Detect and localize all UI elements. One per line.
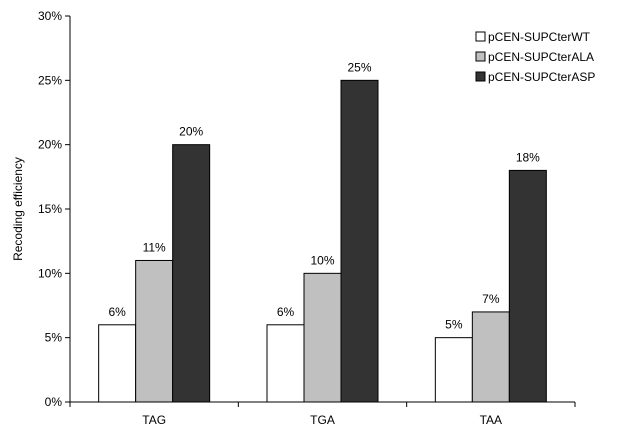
x-axis-ticks: TAG TGA TAA <box>69 402 576 427</box>
data-label: 18% <box>516 150 540 164</box>
y-tick-label: 0% <box>45 395 63 409</box>
bar-tag-pcen-supcterwt <box>98 324 137 403</box>
legend-swatch <box>475 31 486 42</box>
data-label: 25% <box>347 60 371 74</box>
data-label: 7% <box>482 292 500 306</box>
bar-taa-pcen-supcterala <box>471 311 510 403</box>
legend-label: pCEN-SUPCterASP <box>488 70 595 84</box>
bar-tag-pcen-supcterala <box>135 259 174 403</box>
legend: pCEN-SUPCterWT pCEN-SUPCterALA pCEN-SUPCte… <box>475 30 595 84</box>
bar-taa-pcen-supcterasp <box>508 169 547 403</box>
data-label: 5% <box>445 318 463 332</box>
legend-swatch <box>475 51 486 62</box>
y-tick-label: 30% <box>38 9 62 23</box>
bars <box>98 79 547 403</box>
data-label: 20% <box>179 125 203 139</box>
bar-tga-pcen-supcterwt <box>266 324 305 403</box>
bar-tag-pcen-supcterasp <box>172 144 211 403</box>
bar-tga-pcen-supcterasp <box>340 79 379 403</box>
y-tick-label: 20% <box>38 138 62 152</box>
y-tick-label: 15% <box>38 202 62 216</box>
bar-taa-pcen-supcterwt <box>434 337 473 403</box>
y-axis-title: Recoding efficiency <box>11 157 25 261</box>
data-labels: 6% 11% 20% 6% 10% 25% 5% 7% 18% <box>108 60 540 331</box>
y-tick-label: 10% <box>38 266 62 280</box>
legend-label: pCEN-SUPCterWT <box>488 30 591 44</box>
data-label: 6% <box>277 305 295 319</box>
y-tick-label: 5% <box>45 331 63 345</box>
x-category-label: TAG <box>142 413 166 427</box>
data-label: 6% <box>108 305 126 319</box>
y-axis-ticks: 0% 5% 10% 15% 20% 25% 30% <box>38 9 70 409</box>
data-label: 11% <box>143 240 166 254</box>
bar-tga-pcen-supcterala <box>303 272 342 403</box>
legend-swatch <box>475 71 486 82</box>
x-category-label: TAA <box>480 413 502 427</box>
x-category-label: TGA <box>310 413 335 427</box>
legend-label: pCEN-SUPCterALA <box>488 50 594 64</box>
y-tick-label: 25% <box>38 73 62 87</box>
data-label: 10% <box>310 253 334 267</box>
